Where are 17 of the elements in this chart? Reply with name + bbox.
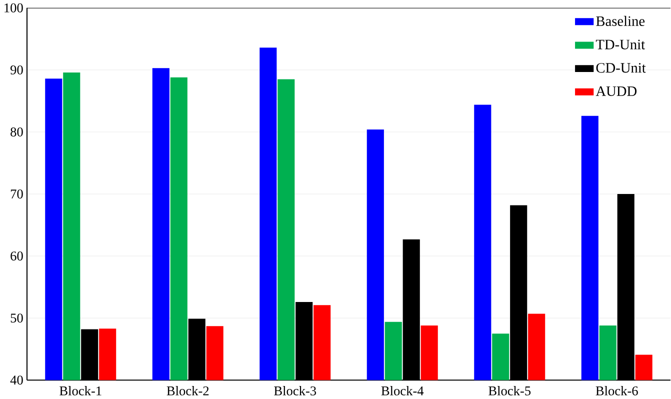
legend-label: TD-Unit — [596, 40, 645, 50]
y-tick-label: 70 — [10, 190, 23, 199]
x-tick-label: Block-2 — [166, 386, 209, 396]
x-tick-label: Block-4 — [381, 386, 424, 396]
x-tick-label: Block-1 — [60, 386, 102, 396]
y-tick-label: 90 — [10, 66, 23, 75]
legend-label: Baseline — [596, 16, 645, 26]
y-tick-label: 60 — [10, 252, 23, 261]
legend-label: CD-Unit — [596, 63, 646, 73]
legend-label: AUDD — [596, 86, 637, 96]
y-tick-label: 40 — [10, 376, 23, 385]
x-tick-label: Block-5 — [488, 386, 531, 396]
x-tick-label: Block-3 — [274, 386, 316, 396]
y-tick-label: 100 — [4, 4, 23, 12]
y-tick-label: 50 — [10, 314, 23, 323]
y-tick-label: 80 — [10, 128, 23, 137]
x-tick-label: Block-6 — [596, 386, 638, 396]
